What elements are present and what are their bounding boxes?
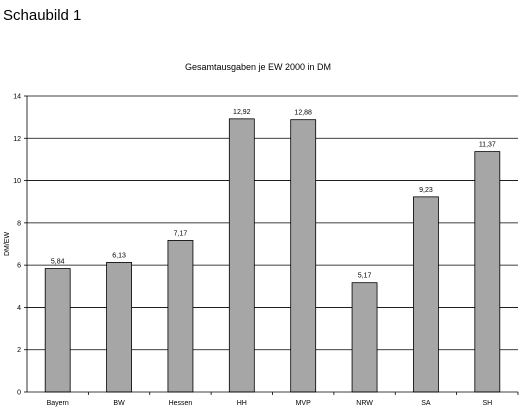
data-label: 12,92 [233,109,251,116]
data-label: 7,17 [174,230,188,237]
x-tick-label: NRW [356,400,373,407]
x-tick-label: Hessen [169,400,193,407]
x-tick-label: BW [113,400,125,407]
page-heading: Schaubild 1 [3,7,82,24]
axes: 0 2 4 6 8 10 12 14 Bayern BW Hessen HH MVP NRW SA SH [13,94,519,407]
bar-hessen [167,240,194,393]
bar-mvp [290,119,317,393]
y-tick-label: 14 [13,94,21,101]
x-tick-label: SA [421,400,431,407]
x-tick-label: HH [237,400,247,407]
data-label: 6,13 [112,252,126,259]
data-label: 5,84 [51,259,65,266]
y-tick-label: 8 [17,220,21,227]
y-tick-label: 0 [17,390,21,397]
bars: 5,84 6,13 7,17 12,92 12,88 5,17 9,23 11,37 [44,109,501,393]
x-tick-label: MVP [296,400,312,407]
bar-hh [228,118,255,393]
y-tick-label: 4 [17,305,21,312]
data-label: 11,37 [479,142,496,149]
bar-bw [106,261,132,393]
x-tick-label: Bayern [47,400,69,407]
data-label: 9,23 [419,187,433,194]
chart-title: Gesamtausgaben je EW 2000 in DM [185,62,331,72]
y-tick-label: 10 [13,178,21,185]
y-tick-label: 2 [17,347,21,354]
bar-bayern [44,268,71,393]
y-tick-label: 6 [17,263,21,270]
data-label: 5,17 [358,273,372,280]
gridlines [27,95,518,351]
x-tick-label: SH [482,400,492,407]
y-tick-label: 12 [13,136,21,143]
y-axis-label: DM/EW [4,232,11,257]
bar-sa [413,196,439,393]
data-label: 12,88 [294,110,312,117]
bar-nrw [351,282,378,393]
bar-sh [474,151,501,393]
